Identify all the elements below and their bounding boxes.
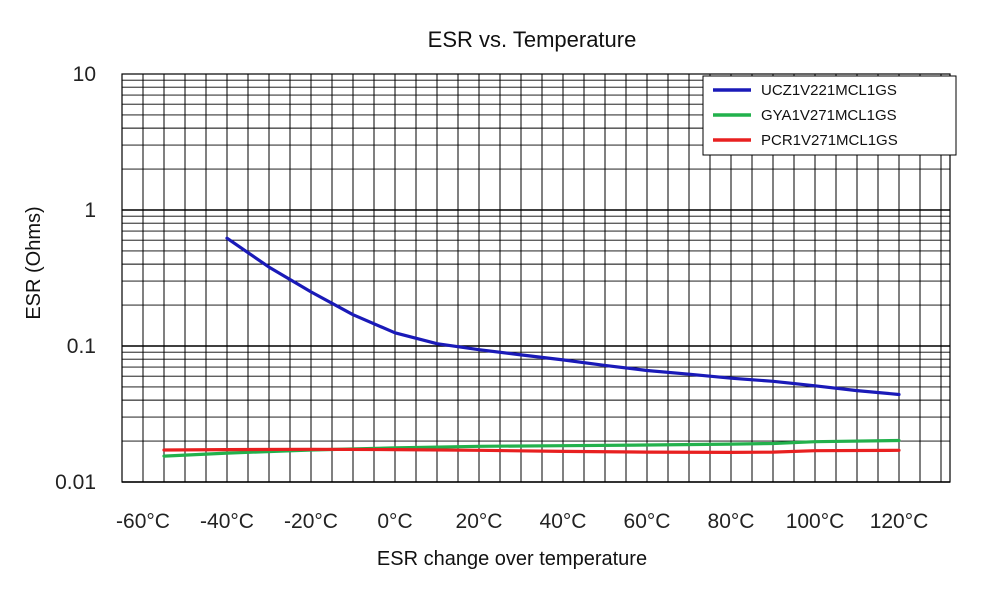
x-tick-label: 120°C (870, 510, 929, 533)
legend-label: PCR1V271MCL1GS (761, 132, 898, 149)
x-tick-label: 20°C (456, 510, 503, 533)
x-tick-label: 100°C (786, 510, 845, 533)
x-axis-ticks: -60°C -40°C -20°C 0°C 20°C 40°C 60°C 80°C 100°C 1… (116, 510, 928, 533)
series-lines (162, 236, 901, 458)
y-axis-label: ESR (Ohms) (23, 206, 45, 319)
series-line-ucz1v221mcl1gs (225, 236, 901, 397)
y-tick-label: 10 (73, 63, 96, 86)
x-tick-label: 60°C (624, 510, 671, 533)
y-tick-label: 0.01 (55, 471, 96, 494)
x-tick-label: -40°C (200, 510, 254, 533)
x-tick-label: 80°C (708, 510, 755, 533)
x-tick-label: 0°C (377, 510, 412, 533)
y-axis-ticks: 0.01 0.1 1 10 (55, 63, 96, 494)
legend-label: UCZ1V221MCL1GS (761, 82, 897, 99)
y-tick-label: 1 (84, 199, 96, 222)
series-line-pcr1v271mcl1gs (162, 447, 901, 454)
chart-title: ESR vs. Temperature (428, 27, 637, 52)
x-tick-label: -60°C (116, 510, 170, 533)
y-tick-label: 0.1 (67, 335, 96, 358)
legend-label: GYA1V271MCL1GS (761, 107, 897, 124)
legend: UCZ1V221MCL1GS GYA1V271MCL1GS PCR1V271MCL1… (702, 75, 957, 156)
series-line-gya1v271mcl1gs (162, 438, 901, 458)
x-tick-label: 40°C (540, 510, 587, 533)
x-axis-label: ESR change over temperature (377, 548, 647, 570)
x-tick-label: -20°C (284, 510, 338, 533)
plot-grid (121, 73, 951, 483)
